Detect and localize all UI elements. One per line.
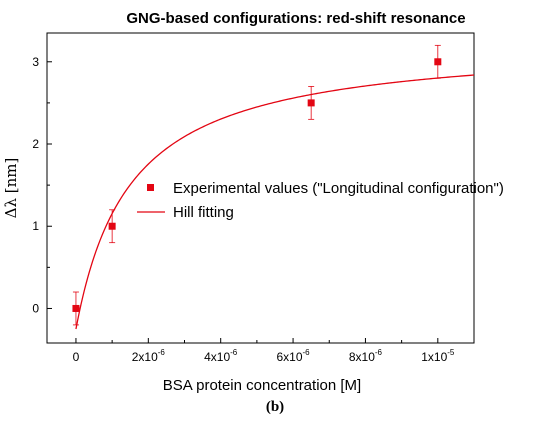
legend: Experimental values ("Longitudinal confi…: [137, 180, 504, 221]
chart-title: GNG-based configurations: red-shift reso…: [126, 10, 465, 27]
hill-fit-curve: [75, 74, 475, 330]
plot-frame: [46, 32, 475, 344]
figure-caption: (b): [266, 399, 284, 415]
x-tick-label: 2x10-6: [132, 348, 166, 364]
y-tick-label: 1: [32, 219, 39, 233]
data-point: [307, 86, 315, 120]
data-point: [72, 291, 80, 326]
x-tick-label: 4x10-6: [204, 348, 238, 364]
y-axis-label: Δλ [nm]: [2, 158, 20, 219]
y-tick-label: 2: [32, 137, 39, 151]
x-axis-ticks: 0 2x10-6 4x10-6 6x10-6 8x10-6 1x10-5: [73, 338, 455, 364]
square-marker: [72, 304, 80, 312]
y-axis-ticks: 0 1 2 3: [32, 55, 52, 315]
data-point: [108, 209, 116, 244]
square-marker: [434, 58, 442, 66]
y-tick-label: 0: [32, 301, 39, 315]
x-axis-label: BSA protein concentration [M]: [163, 377, 361, 394]
x-tick-label: 8x10-6: [349, 348, 383, 364]
y-tick-label: 3: [32, 55, 39, 69]
x-tick-label: 1x10-5: [421, 348, 455, 364]
x-tick-label: 6x10-6: [276, 348, 310, 364]
x-tick-label: 0: [73, 350, 80, 364]
legend-label-hill: Hill fitting: [173, 204, 234, 221]
square-marker: [307, 99, 315, 107]
experimental-points: [72, 44, 442, 326]
square-marker: [108, 222, 116, 230]
legend-marker-experimental: [147, 184, 154, 191]
data-point: [434, 44, 442, 79]
legend-label-experimental: Experimental values ("Longitudinal confi…: [173, 180, 504, 197]
